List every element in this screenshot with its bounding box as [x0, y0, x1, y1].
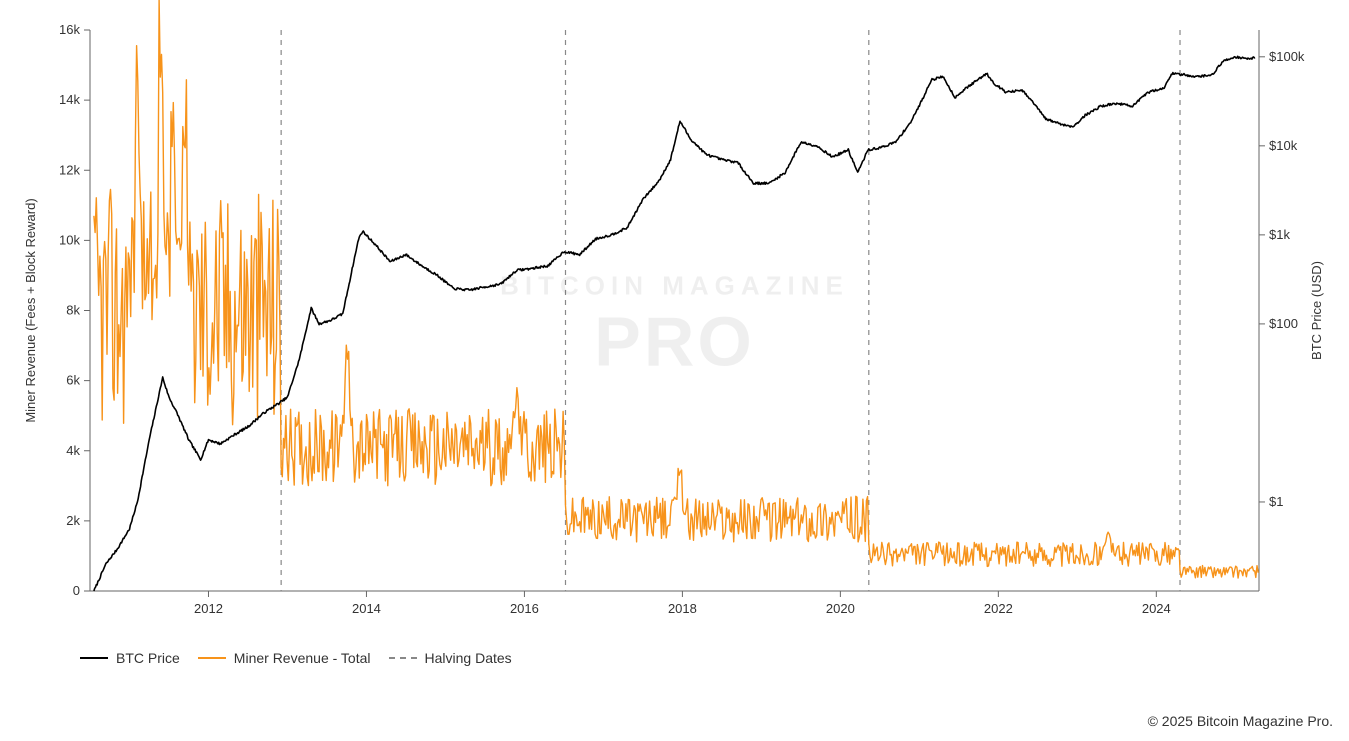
svg-text:2016: 2016: [510, 601, 539, 616]
svg-text:$1: $1: [1269, 494, 1283, 509]
svg-text:2012: 2012: [194, 601, 223, 616]
svg-text:2022: 2022: [984, 601, 1013, 616]
legend-label-miner: Miner Revenue - Total: [234, 650, 371, 666]
svg-text:0: 0: [73, 583, 80, 598]
svg-text:12k: 12k: [59, 162, 80, 177]
chart-svg: 0 2k 4k 6k 8k 10k 12k 14k 16k $1 $100 $1k $10k $100k 2…: [0, 0, 1349, 741]
svg-text:4k: 4k: [66, 443, 80, 458]
legend-label-btc: BTC Price: [116, 650, 180, 666]
svg-text:16k: 16k: [59, 22, 80, 37]
svg-text:Miner Revenue (Fees + Block Re: Miner Revenue (Fees + Block Reward): [23, 198, 38, 422]
chart-container: BITCOIN MAGAZINE PRO 02k4k6k8k10k12k14k1…: [0, 0, 1349, 741]
legend-swatch-btc: [80, 657, 108, 659]
svg-text:$1k: $1k: [1269, 227, 1290, 242]
svg-text:2024: 2024: [1142, 601, 1171, 616]
legend-item-btc[interactable]: BTC Price: [80, 650, 180, 666]
svg-text:2014: 2014: [352, 601, 381, 616]
svg-text:6k: 6k: [66, 373, 80, 388]
svg-text:$10k: $10k: [1269, 138, 1298, 153]
legend-item-halving[interactable]: Halving Dates: [389, 650, 512, 666]
svg-text:2k: 2k: [66, 513, 80, 528]
legend-item-miner[interactable]: Miner Revenue - Total: [198, 650, 371, 666]
legend-swatch-miner: [198, 657, 226, 659]
copyright-text: © 2025 Bitcoin Magazine Pro.: [1148, 713, 1333, 729]
svg-text:$100k: $100k: [1269, 49, 1305, 64]
legend-swatch-halving: [389, 657, 417, 659]
svg-text:10k: 10k: [59, 232, 80, 247]
svg-text:14k: 14k: [59, 92, 80, 107]
svg-text:8k: 8k: [66, 303, 80, 318]
legend: BTC Price Miner Revenue - Total Halving …: [80, 650, 512, 666]
svg-text:2018: 2018: [668, 601, 697, 616]
svg-text:$100: $100: [1269, 316, 1298, 331]
legend-label-halving: Halving Dates: [425, 650, 512, 666]
svg-text:BTC Price (USD): BTC Price (USD): [1309, 261, 1324, 360]
svg-text:2020: 2020: [826, 601, 855, 616]
